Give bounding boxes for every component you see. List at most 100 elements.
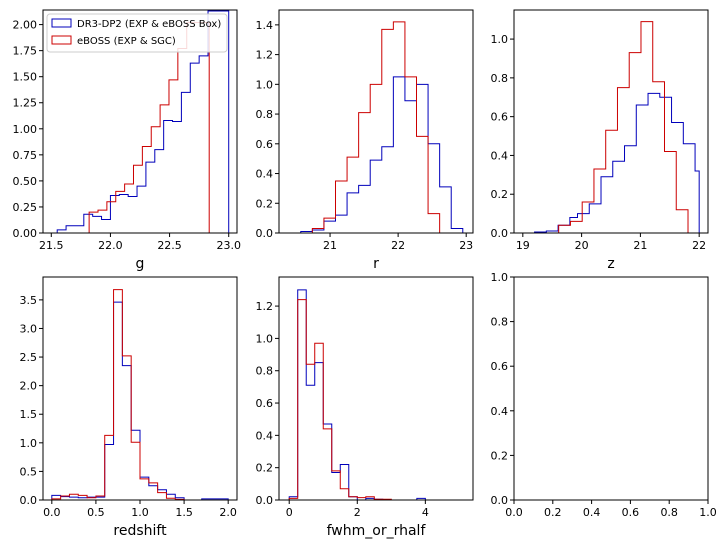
y-tick-label: 0.4 — [491, 405, 509, 418]
y-tick-label: 0.8 — [256, 365, 274, 378]
y-tick-label: 1.0 — [20, 437, 38, 450]
x-tick-label: 21 — [633, 239, 647, 252]
x-tick-label: 1.0 — [131, 506, 149, 519]
x-tick-label: 23.0 — [216, 239, 241, 252]
x-tick-label: 1.5 — [175, 506, 193, 519]
x-tick-label: 0.6 — [622, 506, 640, 519]
y-tick-label: 0.8 — [256, 108, 274, 121]
y-tick-label: 0.5 — [20, 465, 38, 478]
y-tick-label: 0.8 — [491, 72, 509, 85]
y-tick-label: 1.50 — [13, 71, 38, 84]
panel-6: 0.0 0.2 0.4 0.6 0.8 1.0 0.0 0.2 0.4 0.6 0.8 1.0 — [491, 271, 717, 519]
y-tick-label: 0.4 — [491, 149, 509, 162]
axes-frame — [278, 9, 474, 234]
x-tick-label: 0.0 — [505, 506, 523, 519]
x-tick-label: 2.0 — [219, 506, 237, 519]
axes-frame — [513, 276, 709, 501]
legend: DR3-DP2 (EXP & eBOSS Box) eBOSS (EXP & SG… — [46, 13, 228, 53]
x-tick-label: 0.2 — [544, 506, 562, 519]
y-tick-label: 0.8 — [491, 316, 509, 329]
y-tick-label: 1.0 — [256, 78, 274, 91]
y-tick-label: 0.25 — [13, 201, 38, 214]
y-tick-label: 0.4 — [256, 168, 274, 181]
x-tick-label: 0.5 — [87, 506, 105, 519]
y-tick-label: 0.2 — [491, 188, 509, 201]
x-axis-label: redshift — [113, 523, 167, 539]
x-tick-label: 0.0 — [43, 506, 61, 519]
y-tick-label: 0.0 — [20, 494, 38, 507]
axes-frame — [278, 276, 474, 501]
y-tick-label: 0.6 — [491, 360, 509, 373]
axes-frame — [42, 9, 238, 234]
panel-4: 0.0 0.5 1.0 1.5 2.0 0.0 0.5 1.0 1.5 2.0 2.5 3.0 3.5 r… — [20, 276, 238, 539]
x-axis-label: g — [136, 256, 145, 272]
y-tick-label: 1.0 — [491, 33, 509, 46]
x-tick-label: 0 — [286, 506, 293, 519]
x-tick-label: 22.5 — [157, 239, 182, 252]
y-tick-label: 0.2 — [256, 197, 274, 210]
y-tick-label: 0.50 — [13, 175, 38, 188]
y-tick-label: 0.4 — [256, 429, 274, 442]
histogram-eboss-series — [311, 21, 441, 233]
y-tick-label: 1.00 — [13, 123, 38, 136]
x-tick-label: 22.0 — [98, 239, 123, 252]
x-tick-label: 23 — [459, 239, 473, 252]
y-tick-label: 1.4 — [256, 19, 274, 32]
legend-swatch — [51, 18, 72, 28]
panel-1: 21.5 22.0 22.5 23.0 0.00 0.25 0.50 0.75 1.00 1.25… — [13, 9, 241, 272]
x-tick-label: 0.8 — [660, 506, 678, 519]
x-tick-label: 4 — [422, 506, 429, 519]
histogram-dr3-dp2-series — [56, 10, 230, 233]
panel-3: 19 20 21 22 0.0 0.2 0.4 0.6 0.8 1.0 z — [491, 9, 709, 272]
y-tick-label: 3.5 — [20, 294, 38, 307]
histogram-eboss-series — [88, 22, 210, 233]
y-tick-label: 0.0 — [256, 227, 274, 240]
x-tick-label: 20 — [575, 239, 589, 252]
panel-5: 0 2 4 0.0 0.2 0.4 0.6 0.8 1.0 1.2 fwhm_or_rhalf — [256, 276, 474, 539]
legend-box — [46, 13, 228, 53]
x-axis-label: z — [607, 256, 614, 272]
histogram-dr3-dp2-series — [522, 92, 700, 234]
y-tick-label: 2.0 — [20, 380, 38, 393]
y-tick-label: 0.6 — [256, 397, 274, 410]
x-tick-label: 21 — [323, 239, 337, 252]
histogram-eboss-series — [558, 21, 689, 233]
x-tick-label: 2 — [354, 506, 361, 519]
y-tick-label: 0.2 — [256, 462, 274, 475]
y-tick-label: 1.0 — [256, 332, 274, 345]
legend-label: DR3-DP2 (EXP & eBOSS Box) — [77, 19, 221, 30]
y-tick-label: 0.75 — [13, 149, 38, 162]
panel-2: 21 22 23 0.0 0.2 0.4 0.6 0.8 1.0 1.2 1.4 r — [256, 9, 474, 272]
y-tick-label: 0.0 — [491, 494, 509, 507]
y-tick-label: 3.0 — [20, 322, 38, 335]
y-tick-label: 1.2 — [256, 300, 274, 313]
x-tick-label: 0.4 — [583, 506, 601, 519]
y-tick-label: 0.2 — [491, 449, 509, 462]
x-tick-label: 21.5 — [39, 239, 64, 252]
y-tick-label: 0.0 — [256, 494, 274, 507]
x-tick-label: 22 — [391, 239, 405, 252]
y-tick-label: 2.5 — [20, 351, 38, 364]
y-tick-label: 0.0 — [491, 227, 509, 240]
x-axis-label: fwhm_or_rhalf — [327, 523, 427, 539]
y-tick-label: 1.75 — [13, 45, 38, 58]
legend-swatch — [51, 35, 72, 45]
y-tick-label: 2.00 — [13, 19, 38, 32]
x-tick-label: 1.0 — [699, 506, 717, 519]
histogram-dr3-dp2-series — [288, 289, 434, 501]
y-tick-label: 0.6 — [491, 111, 509, 124]
y-tick-label: 0.00 — [13, 227, 38, 240]
histogram-eboss-series — [288, 299, 392, 500]
y-tick-label: 0.6 — [256, 138, 274, 151]
x-axis-label: r — [373, 256, 379, 272]
y-tick-label: 1.25 — [13, 97, 38, 110]
x-tick-label: 22 — [692, 239, 706, 252]
y-tick-label: 1.5 — [20, 408, 38, 421]
histogram-eboss-series — [51, 289, 185, 500]
histogram-dr3-dp2-series — [289, 76, 464, 234]
y-tick-label: 1.0 — [491, 271, 509, 284]
legend-label: eBOSS (EXP & SGC) — [77, 36, 176, 47]
x-tick-label: 19 — [516, 239, 530, 252]
y-tick-label: 1.2 — [256, 49, 274, 62]
